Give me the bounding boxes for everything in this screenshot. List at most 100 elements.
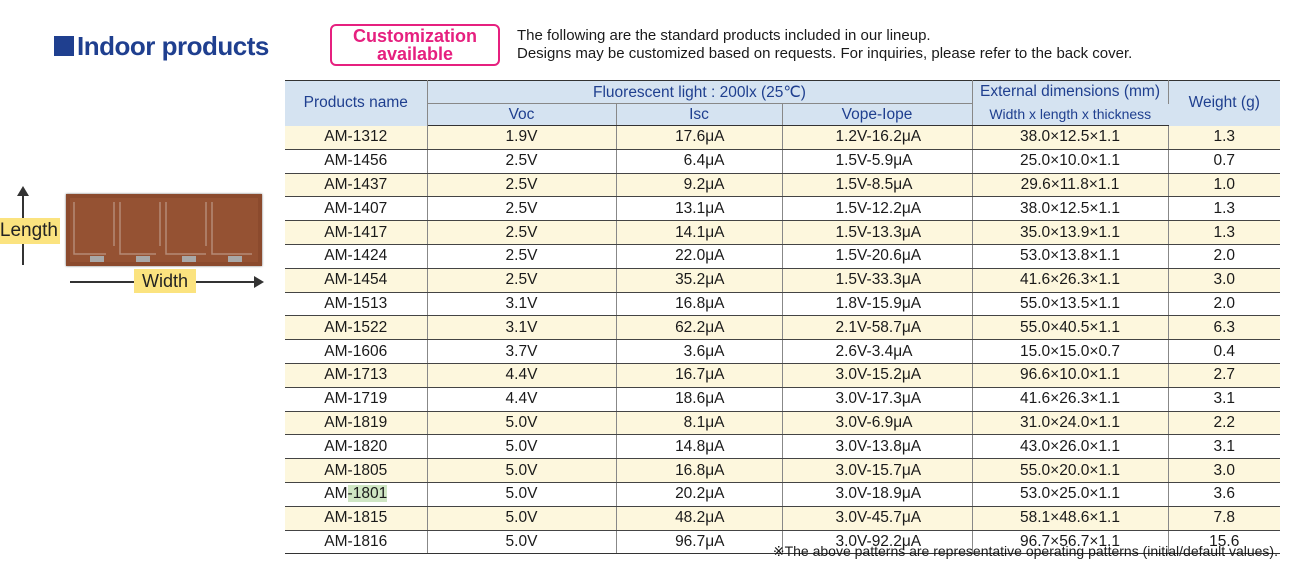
cell-weight: 1.3	[1168, 125, 1280, 150]
cell-weight: 3.1	[1168, 434, 1280, 460]
cell-isc: 18.6μA	[616, 387, 783, 412]
cell-vope: 3.0V-6.9μA	[782, 411, 973, 436]
cell-weight: 1.3	[1168, 196, 1280, 222]
cell-voc: 5.0V	[427, 506, 617, 531]
cell-weight: 3.6	[1168, 482, 1280, 507]
cell-dimensions: 15.0×15.0×0.7	[972, 339, 1169, 364]
cell-vope: 2.6V-3.4μA	[782, 339, 973, 364]
length-label: Length	[0, 218, 60, 244]
cell-voc: 5.0V	[427, 530, 617, 555]
cell-isc: 3.6μA	[616, 339, 783, 364]
cell-isc: 16.8μA	[616, 458, 783, 483]
cell-dimensions: 29.6×11.8×1.1	[972, 173, 1169, 198]
header-dimensions-sub: Width x length x thickness	[972, 103, 1168, 126]
cell-product-name: AM-1424	[285, 244, 428, 269]
cell-weight: 1.3	[1168, 220, 1280, 245]
cell-weight: 0.4	[1168, 339, 1280, 364]
cell-voc: 2.5V	[427, 149, 617, 174]
table-row: AM-1522 3.1V 62.2μA 2.1V-58.7μA 55.0×40.5×1.…	[285, 315, 1280, 341]
header-products-name: Products name	[285, 80, 428, 126]
cell-vope: 3.0V-13.8μA	[782, 434, 973, 460]
cell-isc: 48.2μA	[616, 506, 783, 531]
cell-isc: 9.2μA	[616, 173, 783, 198]
cell-isc: 14.8μA	[616, 434, 783, 460]
cell-weight: 6.3	[1168, 315, 1280, 341]
title-square-icon	[54, 36, 74, 56]
cell-weight: 7.8	[1168, 506, 1280, 531]
cell-product-name: AM-1719	[285, 387, 428, 412]
cell-product-name: AM-1513	[285, 292, 428, 317]
cell-product-name: AM-1522	[285, 315, 428, 341]
cell-product-name: AM-1312	[285, 125, 428, 150]
badge-line-2: available	[376, 44, 454, 64]
cell-isc: 6.4μA	[616, 149, 783, 174]
cell-weight: 3.0	[1168, 458, 1280, 483]
footnote: ※The above patterns are representative o…	[772, 543, 1278, 559]
cell-weight: 1.0	[1168, 173, 1280, 198]
header-vope: Vope-Iope	[782, 103, 973, 126]
table-row: AM-1820 5.0V 14.8μA 3.0V-13.8μA 43.0×26.0×1.…	[285, 434, 1280, 460]
cell-product-name: AM-1606	[285, 339, 428, 364]
cell-isc: 14.1μA	[616, 220, 783, 245]
cell-product-name: AM-1820	[285, 434, 428, 460]
cell-weight: 3.1	[1168, 387, 1280, 412]
cell-dimensions: 58.1×48.6×1.1	[972, 506, 1169, 531]
cell-dimensions: 53.0×13.8×1.1	[972, 244, 1169, 269]
cell-product-name: AM-1407	[285, 196, 428, 222]
solar-cell-image	[66, 194, 262, 266]
cell-vope: 1.5V-5.9μA	[782, 149, 973, 174]
intro-line-1: The following are the standard products …	[517, 27, 931, 44]
cell-vope: 3.0V-17.3μA	[782, 387, 973, 412]
table-row: AM-1805 5.0V 16.8μA 3.0V-15.7μA 55.0×20.0×1.…	[285, 458, 1280, 483]
intro-line-2: Designs may be customized based on reque…	[517, 45, 1133, 62]
table-row: AM-1456 2.5V 6.4μA 1.5V-5.9μA 25.0×10.0×1.1 0…	[285, 149, 1280, 174]
length-arrow-icon	[17, 186, 29, 196]
cell-voc: 2.5V	[427, 196, 617, 222]
cell-vope: 3.0V-18.9μA	[782, 482, 973, 507]
table-row: AM-1801 5.0V 20.2μA 3.0V-18.9μA 53.0×25.0×1.…	[285, 482, 1280, 507]
table-row: AM-1606 3.7V 3.6μA 2.6V-3.4μA 15.0×15.0×0.7 0…	[285, 339, 1280, 364]
cell-dimensions: 55.0×13.5×1.1	[972, 292, 1169, 317]
table-row: AM-1407 2.5V 13.1μA 1.5V-12.2μA 38.0×12.5×1.…	[285, 196, 1280, 222]
cell-vope: 1.5V-13.3μA	[782, 220, 973, 245]
cell-vope: 2.1V-58.7μA	[782, 315, 973, 341]
table-row: AM-1713 4.4V 16.7μA 3.0V-15.2μA 96.6×10.0×1.…	[285, 363, 1280, 388]
cell-product-name: AM-1819	[285, 411, 428, 436]
header-fluorescent-group: Fluorescent light : 200lx (25℃)	[427, 80, 973, 104]
cell-vope: 3.0V-45.7μA	[782, 506, 973, 531]
cell-voc: 5.0V	[427, 411, 617, 436]
table-row: AM-1815 5.0V 48.2μA 3.0V-45.7μA 58.1×48.6×1.…	[285, 506, 1280, 531]
cell-voc: 3.7V	[427, 339, 617, 364]
table-row: AM-1437 2.5V 9.2μA 1.5V-8.5μA 29.6×11.8×1.1 1…	[285, 173, 1280, 198]
cell-vope: 1.5V-20.6μA	[782, 244, 973, 269]
header-dimensions: External dimensions (mm)	[972, 80, 1169, 104]
cell-vope: 1.5V-12.2μA	[782, 196, 973, 222]
cell-dimensions: 41.6×26.3×1.1	[972, 268, 1169, 293]
table-row: AM-1816 5.0V 96.7μA 3.0V-92.2μA 96.7×56.7×1.…	[285, 530, 1280, 555]
cell-voc: 5.0V	[427, 458, 617, 483]
cell-dimensions: 55.0×20.0×1.1	[972, 458, 1169, 483]
cell-dimensions: 43.0×26.0×1.1	[972, 434, 1169, 460]
cell-voc: 2.5V	[427, 268, 617, 293]
header-isc: Isc	[616, 103, 783, 126]
cell-weight: 2.0	[1168, 292, 1280, 317]
length-label-text: Length	[0, 220, 58, 241]
cell-product-name: AM-1437	[285, 173, 428, 198]
cell-voc: 5.0V	[427, 434, 617, 460]
cell-voc: 4.4V	[427, 363, 617, 388]
products-table-body: AM-1312 1.9V 17.6μA 1.2V-16.2μA 38.0×12.5×1.…	[285, 125, 1280, 555]
cell-vope: 1.8V-15.9μA	[782, 292, 973, 317]
cell-dimensions: 35.0×13.9×1.1	[972, 220, 1169, 245]
cell-vope: 1.2V-16.2μA	[782, 125, 973, 150]
section-title-text: Indoor products	[77, 30, 269, 61]
customization-badge: Customization available	[330, 24, 500, 66]
table-row: AM-1312 1.9V 17.6μA 1.2V-16.2μA 38.0×12.5×1.…	[285, 125, 1280, 150]
cell-product-name: AM-1713	[285, 363, 428, 388]
cell-product-name: AM-1815	[285, 506, 428, 531]
cell-dimensions: 96.6×10.0×1.1	[972, 363, 1169, 388]
cell-weight: 2.7	[1168, 363, 1280, 388]
table-row: AM-1513 3.1V 16.8μA 1.8V-15.9μA 55.0×13.5×1.…	[285, 292, 1280, 317]
section-title: Indoor products	[54, 30, 269, 62]
cell-voc: 5.0V	[427, 482, 617, 507]
badge-line-1: Customization	[353, 26, 477, 46]
